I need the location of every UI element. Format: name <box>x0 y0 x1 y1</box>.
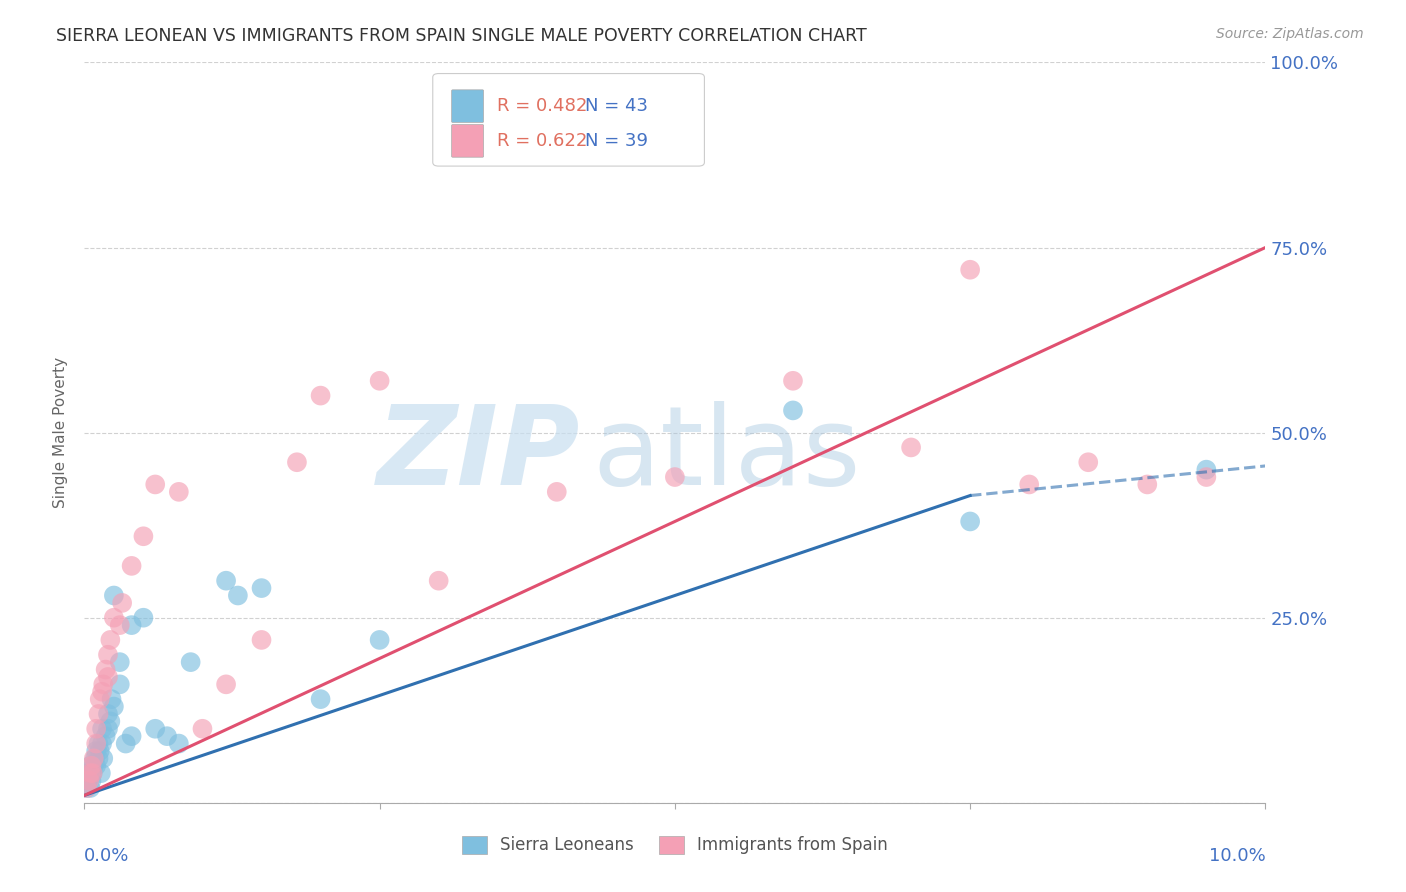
Point <box>108 655 131 669</box>
Point <box>285 455 308 469</box>
Point <box>108 677 131 691</box>
Point <box>76 780 98 795</box>
Point <box>215 574 238 588</box>
FancyBboxPatch shape <box>451 90 484 122</box>
Point <box>368 632 391 647</box>
Text: atlas: atlas <box>592 401 860 508</box>
Point <box>97 670 120 684</box>
Point <box>98 632 121 647</box>
Point <box>143 722 166 736</box>
Point <box>108 618 131 632</box>
Point <box>546 484 568 499</box>
Point <box>79 780 101 795</box>
Point <box>215 677 238 691</box>
Point <box>782 374 804 388</box>
Text: Source: ZipAtlas.com: Source: ZipAtlas.com <box>1216 27 1364 41</box>
Point <box>1136 477 1159 491</box>
Point <box>427 574 450 588</box>
Point <box>111 596 134 610</box>
Point <box>79 766 101 780</box>
Point <box>87 751 110 765</box>
Point <box>82 766 104 780</box>
Point <box>167 484 190 499</box>
Point <box>87 737 110 751</box>
Point <box>77 766 100 780</box>
Point <box>80 773 103 788</box>
Point <box>114 737 136 751</box>
Point <box>80 758 103 772</box>
Point <box>191 722 214 736</box>
Text: R = 0.622: R = 0.622 <box>496 132 586 150</box>
Point <box>250 581 273 595</box>
Point <box>1195 462 1218 476</box>
Point <box>97 648 120 662</box>
Text: ZIP: ZIP <box>377 401 581 508</box>
Point <box>309 388 332 402</box>
Point <box>132 610 155 624</box>
Point <box>180 655 202 669</box>
Point <box>121 618 143 632</box>
Point <box>782 403 804 417</box>
Point <box>89 692 111 706</box>
Point <box>79 758 101 772</box>
Point <box>84 751 107 765</box>
Point <box>76 780 98 795</box>
Point <box>87 706 110 721</box>
Point <box>83 751 105 765</box>
Point <box>97 722 120 736</box>
FancyBboxPatch shape <box>433 73 704 166</box>
Point <box>89 744 111 758</box>
Point <box>94 729 117 743</box>
Point <box>97 706 120 721</box>
Point <box>900 441 922 455</box>
Point <box>103 589 125 603</box>
Point <box>84 722 107 736</box>
Point <box>143 477 166 491</box>
Text: 0.0%: 0.0% <box>84 847 129 865</box>
Text: N = 39: N = 39 <box>585 132 648 150</box>
Point <box>664 470 686 484</box>
Point <box>250 632 273 647</box>
Text: R = 0.482: R = 0.482 <box>496 97 586 115</box>
Y-axis label: Single Male Poverty: Single Male Poverty <box>53 357 69 508</box>
Point <box>156 729 179 743</box>
Point <box>83 758 105 772</box>
Point <box>84 744 107 758</box>
Text: SIERRA LEONEAN VS IMMIGRANTS FROM SPAIN SINGLE MALE POVERTY CORRELATION CHART: SIERRA LEONEAN VS IMMIGRANTS FROM SPAIN … <box>56 27 868 45</box>
Point <box>226 589 249 603</box>
Legend: Sierra Leoneans, Immigrants from Spain: Sierra Leoneans, Immigrants from Spain <box>456 829 894 861</box>
Point <box>91 737 114 751</box>
Point <box>121 729 143 743</box>
Point <box>100 692 122 706</box>
Point <box>959 515 981 529</box>
Point <box>82 766 104 780</box>
Point <box>121 558 143 573</box>
Point <box>167 737 190 751</box>
Point <box>959 262 981 277</box>
Point <box>309 692 332 706</box>
Text: 10.0%: 10.0% <box>1209 847 1265 865</box>
Point <box>91 677 114 691</box>
Point <box>91 685 114 699</box>
Text: N = 43: N = 43 <box>585 97 648 115</box>
Point <box>368 374 391 388</box>
Point <box>91 751 114 765</box>
Point <box>132 529 155 543</box>
Point <box>84 758 107 772</box>
Point <box>103 610 125 624</box>
Point <box>77 773 100 788</box>
Point <box>84 737 107 751</box>
Point <box>90 766 112 780</box>
Point <box>77 773 100 788</box>
Point <box>1018 477 1040 491</box>
Point <box>91 722 114 736</box>
Point <box>1195 470 1218 484</box>
Point <box>1077 455 1099 469</box>
Point <box>94 663 117 677</box>
FancyBboxPatch shape <box>451 125 484 157</box>
Point <box>103 699 125 714</box>
Point <box>98 714 121 729</box>
